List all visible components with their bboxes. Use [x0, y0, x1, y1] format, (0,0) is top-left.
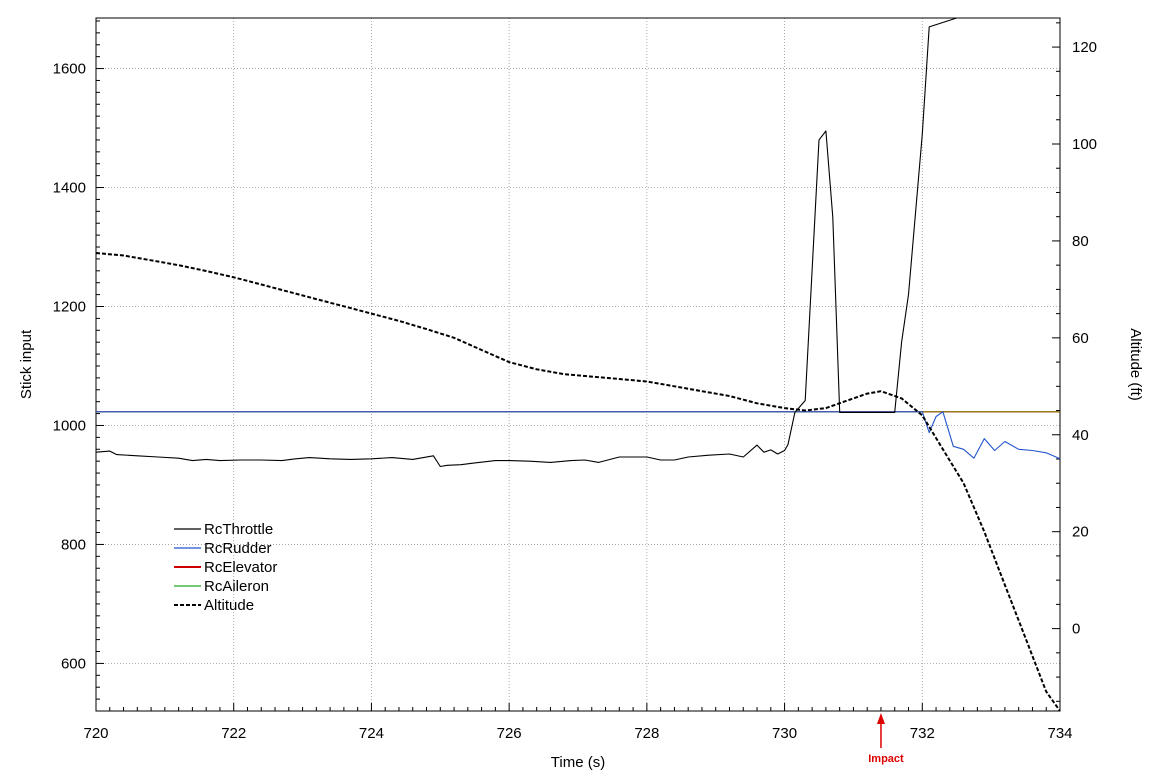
x-tick-label: 726 [497, 725, 522, 742]
minor-ticks [95, 20, 1061, 711]
series-rcrudder [96, 411, 1061, 460]
y-right-tick-label: 40 [1072, 427, 1089, 444]
series-altitude [95, 252, 1061, 712]
x-tick-label: 724 [359, 725, 384, 742]
y-right-axis-title: Altitude (ft) [1127, 328, 1144, 401]
y-left-axis-title: Stick input [18, 329, 35, 399]
impact-arrow-head [876, 713, 885, 724]
legend-label-rcrudder: RcRudder [204, 540, 272, 557]
y-left-tick-label: 1000 [53, 417, 86, 434]
y-left-tick-label: 600 [61, 655, 86, 672]
impact-label: Impact [868, 753, 904, 765]
y-right-tick-label: 20 [1072, 524, 1089, 541]
series-layer [95, 17, 1061, 712]
y-right-tick-labels: 0 20 40 60 80 100 120 [1072, 39, 1097, 638]
legend-label-rcelevator: RcElevator [204, 559, 277, 576]
legend-label-rcaileron: RcAileron [204, 578, 269, 595]
impact-annotation: Impact [868, 713, 904, 765]
x-tick-label: 732 [910, 725, 935, 742]
y-right-tick-label: 0 [1072, 621, 1080, 638]
y-left-tick-label: 1600 [53, 61, 86, 78]
x-tick-label: 730 [772, 725, 797, 742]
y-left-tick-label: 1400 [53, 180, 86, 197]
series-rcthrottle [95, 17, 1060, 468]
x-tick-labels: 720 722 724 726 728 730 732 734 [83, 725, 1072, 742]
x-tick-label: 728 [634, 725, 659, 742]
y-left-tick-labels: 600 800 1000 1200 1400 1600 [53, 61, 86, 673]
y-left-tick-label: 800 [61, 536, 86, 553]
x-axis-title: Time (s) [551, 754, 605, 771]
y-left-tick-label: 1200 [53, 299, 86, 316]
y-right-tick-label: 60 [1072, 330, 1089, 347]
y-right-tick-label: 80 [1072, 233, 1089, 250]
x-tick-label: 722 [221, 725, 246, 742]
legend-label-rcthrottle: RcThrottle [204, 521, 273, 538]
x-tick-label: 734 [1047, 725, 1072, 742]
legend: RcThrottle RcRudder RcElevator RcAileron Alt… [174, 521, 277, 614]
legend-label-altitude: Altitude [204, 597, 254, 614]
y-right-tick-label: 120 [1072, 39, 1097, 56]
y-right-tick-label: 100 [1072, 136, 1097, 153]
x-tick-label: 720 [83, 725, 108, 742]
